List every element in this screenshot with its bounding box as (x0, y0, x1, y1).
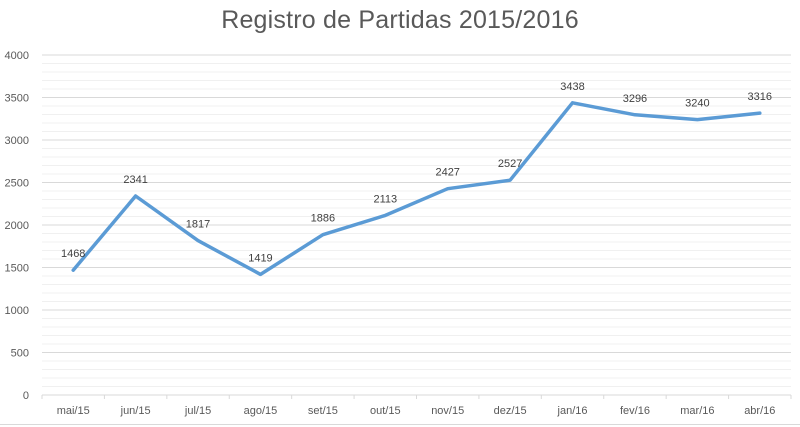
x-category-label: jan/16 (557, 405, 588, 417)
data-label: 1468 (61, 248, 85, 260)
y-tick-label: 1500 (5, 263, 29, 275)
x-category-label: fev/16 (620, 405, 650, 417)
x-category-label: jul/15 (184, 405, 211, 417)
data-label: 3296 (623, 93, 647, 105)
x-category-label: out/15 (370, 405, 401, 417)
data-label: 1419 (248, 252, 272, 264)
data-label: 2427 (435, 167, 459, 179)
data-label: 2341 (123, 174, 147, 186)
data-label: 2527 (498, 158, 522, 170)
x-category-label: set/15 (308, 405, 338, 417)
series-line (71, 101, 762, 277)
data-label: 3438 (560, 81, 584, 93)
y-tick-label: 500 (11, 348, 29, 360)
data-label: 3240 (685, 98, 709, 110)
data-label: 1886 (311, 213, 335, 225)
data-label: 3316 (748, 91, 772, 103)
x-category-label: mar/16 (680, 405, 714, 417)
y-tick-label: 0 (23, 390, 29, 402)
y-tick-label: 4000 (5, 50, 29, 62)
y-tick-label: 3500 (5, 93, 29, 105)
data-label: 1817 (186, 219, 210, 231)
y-tick-label: 2000 (5, 220, 29, 232)
chart-bottom-border (0, 424, 800, 425)
x-category-label: jun/15 (120, 405, 151, 417)
y-tick-label: 1000 (5, 305, 29, 317)
x-category-label: nov/15 (431, 405, 464, 417)
x-category-label: ago/15 (244, 405, 278, 417)
y-tick-label: 2500 (5, 178, 29, 190)
chart-title: Registro de Partidas 2015/2016 (221, 6, 579, 34)
x-category-label: mai/15 (57, 405, 90, 417)
data-label: 2113 (373, 193, 397, 205)
x-category-label: abr/16 (744, 405, 775, 417)
y-tick-label: 3000 (5, 135, 29, 147)
x-category-label: dez/15 (494, 405, 527, 417)
